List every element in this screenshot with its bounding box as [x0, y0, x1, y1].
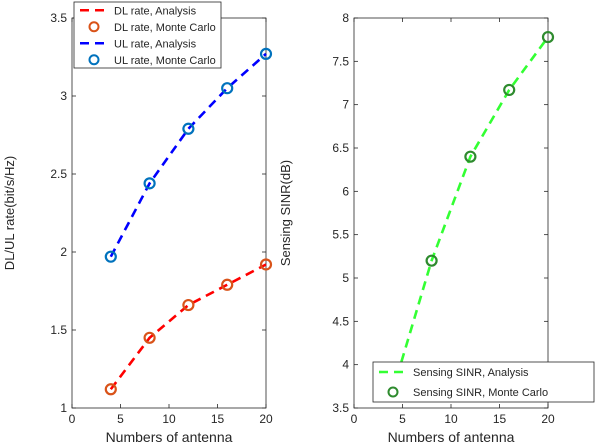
y-tick-label: 1.5	[50, 323, 67, 337]
y-tick-label: 3.5	[332, 401, 349, 415]
x-tick-label: 15	[211, 412, 225, 426]
data-point	[503, 83, 516, 97]
y-tick-label: 7.5	[332, 54, 349, 68]
plot-area	[353, 17, 549, 409]
x-axis-label: Numbers of antenna	[106, 429, 233, 445]
data-point	[182, 122, 195, 135]
y-tick-label: 7	[342, 98, 349, 112]
x-tick-label: 0	[351, 412, 358, 426]
x-tick-label: 10	[162, 412, 176, 426]
y-tick-label: 3.5	[50, 11, 67, 25]
data-point	[221, 82, 234, 95]
legend-box	[372, 361, 595, 403]
x-tick-label: 20	[541, 412, 555, 426]
x-tick-label: 15	[493, 412, 507, 426]
x-tick-label: 5	[117, 412, 124, 426]
series-line	[391, 36, 550, 392]
left-chart-rate: 0 5 10 15 20 1 1.5 2 2.5 3 3.5 Numbers of antenna DL…	[2, 1, 273, 445]
y-axis-label: DL/UL rate(bit/s/Hz)	[2, 156, 17, 270]
legend-swatch-marker	[387, 386, 399, 398]
y-tick-label: 2	[60, 245, 67, 259]
x-tick-label: 10	[444, 412, 458, 426]
data-point	[143, 331, 156, 344]
y-tick-label: 2.5	[50, 167, 67, 181]
y-axis-label: Sensing SINR(dB)	[278, 160, 293, 266]
legend-swatch-marker	[88, 21, 100, 33]
data-point	[541, 30, 555, 44]
y-tick-label: 6.5	[332, 141, 349, 155]
y-tick-label: 8	[342, 11, 349, 25]
data-point	[259, 258, 273, 271]
data-point	[221, 278, 234, 291]
legend-entry: Sensing SINR, Analysis	[413, 367, 529, 379]
y-tick-label: 1	[60, 401, 67, 415]
y-tick-label: 5.5	[332, 228, 349, 242]
y-tick-label: 5	[342, 271, 349, 285]
y-tick-label: 4.5	[332, 314, 349, 328]
y-tick-label: 4	[342, 358, 349, 372]
data-point	[143, 177, 156, 190]
y-tick-label: 3	[60, 89, 67, 103]
x-tick-label: 5	[399, 412, 406, 426]
x-tick-label: 20	[259, 412, 273, 426]
data-point	[104, 383, 117, 396]
series-line	[109, 263, 267, 391]
data-point	[182, 298, 195, 312]
legend-entry: DL rate, Analysis	[114, 5, 197, 17]
legend-entry: UL rate, Analysis	[114, 38, 197, 50]
plot-area	[71, 17, 267, 409]
y-tick-label: 6	[342, 184, 349, 198]
legend-entry: Sensing SINR, Monte Carlo	[413, 387, 548, 399]
x-tick-label: 0	[69, 412, 76, 426]
data-point	[464, 150, 477, 163]
data-point	[259, 47, 273, 60]
x-axis-label: Numbers of antenna	[388, 429, 515, 445]
data-point	[104, 250, 117, 263]
data-point	[425, 254, 438, 267]
legend-entry: DL rate, Monte Carlo	[114, 22, 216, 34]
right-chart-sensing-sinr: 0 5 10 15 20 3.5 4 4.5 5 5.5 6 6.5 7 7.5 8 Numbers of a…	[278, 11, 595, 445]
legend-entry: UL rate, Monte Carlo	[114, 55, 216, 67]
legend-swatch-marker	[88, 54, 100, 66]
